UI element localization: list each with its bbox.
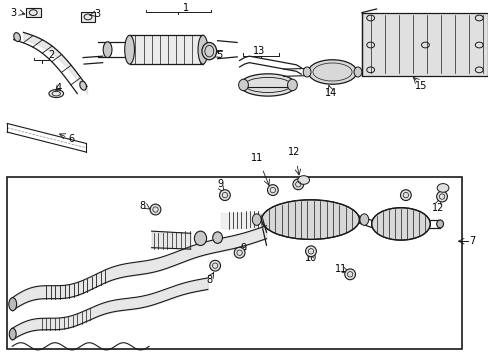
- Ellipse shape: [234, 247, 244, 258]
- Text: 2: 2: [48, 50, 54, 60]
- Ellipse shape: [212, 232, 222, 243]
- Ellipse shape: [303, 67, 310, 77]
- Ellipse shape: [198, 35, 207, 64]
- Ellipse shape: [103, 42, 112, 58]
- Text: 15: 15: [414, 81, 427, 91]
- Ellipse shape: [344, 269, 355, 280]
- Text: 10: 10: [304, 253, 317, 264]
- Ellipse shape: [353, 67, 361, 77]
- Ellipse shape: [287, 79, 297, 91]
- Text: 8: 8: [206, 275, 212, 285]
- Text: 5: 5: [216, 50, 222, 60]
- Text: 12: 12: [430, 203, 443, 213]
- Ellipse shape: [436, 191, 447, 202]
- Ellipse shape: [150, 204, 161, 215]
- Text: 8: 8: [139, 201, 145, 211]
- Ellipse shape: [239, 74, 296, 96]
- Ellipse shape: [267, 185, 278, 195]
- Text: 6: 6: [68, 134, 75, 144]
- Polygon shape: [81, 12, 95, 22]
- Text: 3: 3: [11, 8, 17, 18]
- Ellipse shape: [49, 90, 63, 98]
- Ellipse shape: [305, 246, 316, 257]
- Text: 9: 9: [217, 179, 223, 189]
- Polygon shape: [26, 8, 41, 17]
- Circle shape: [436, 184, 448, 192]
- Ellipse shape: [202, 42, 216, 60]
- Text: 12: 12: [287, 147, 300, 157]
- Ellipse shape: [9, 298, 17, 311]
- Text: 9: 9: [240, 243, 246, 253]
- Ellipse shape: [371, 208, 429, 240]
- Ellipse shape: [209, 260, 220, 271]
- Text: 1: 1: [183, 3, 188, 13]
- Text: 7: 7: [468, 236, 475, 246]
- Ellipse shape: [14, 33, 20, 41]
- Text: 11: 11: [250, 153, 263, 163]
- Ellipse shape: [307, 60, 356, 84]
- Polygon shape: [361, 13, 487, 76]
- Text: 11: 11: [334, 264, 347, 274]
- Text: 14: 14: [325, 88, 337, 98]
- Ellipse shape: [124, 35, 134, 64]
- Ellipse shape: [436, 220, 443, 228]
- Ellipse shape: [219, 190, 230, 201]
- Ellipse shape: [292, 179, 303, 190]
- Ellipse shape: [252, 214, 261, 225]
- Ellipse shape: [238, 79, 248, 91]
- Text: 13: 13: [252, 46, 265, 56]
- Text: 3: 3: [95, 9, 101, 19]
- Ellipse shape: [261, 200, 359, 239]
- Ellipse shape: [194, 231, 206, 246]
- Ellipse shape: [9, 328, 16, 340]
- Bar: [7, 177, 461, 349]
- Circle shape: [297, 176, 309, 184]
- Text: 4: 4: [56, 83, 61, 93]
- Ellipse shape: [400, 190, 410, 201]
- Ellipse shape: [80, 81, 86, 90]
- Ellipse shape: [359, 214, 368, 225]
